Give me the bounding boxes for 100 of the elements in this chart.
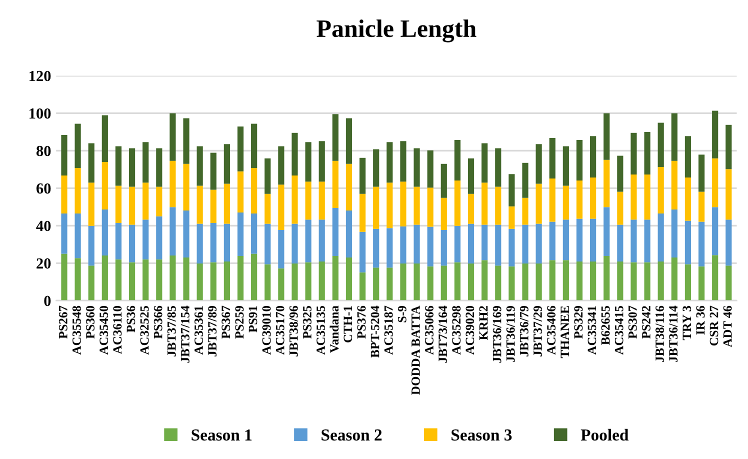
bar [440, 230, 447, 266]
x-tick-label: PS325 [303, 306, 312, 339]
bar [386, 182, 393, 228]
bar [454, 180, 461, 226]
bar [88, 182, 94, 226]
bar [712, 255, 718, 301]
y-tick-label: 60 [36, 183, 51, 194]
bar [386, 142, 393, 183]
bar [522, 162, 528, 198]
x-tick-label: ADT 46 [723, 306, 732, 348]
bar [712, 110, 718, 158]
bar [684, 136, 692, 178]
bar [549, 260, 556, 301]
bar [400, 226, 406, 264]
bar [576, 180, 583, 219]
bar [468, 194, 474, 224]
x-tick-label: B62655 [601, 306, 610, 345]
x-tick-label: PS267 [58, 306, 68, 339]
bar [427, 188, 434, 227]
bar [440, 164, 447, 198]
bar [617, 261, 624, 301]
bar [576, 218, 583, 262]
x-tick-label: AC39020 [466, 306, 474, 355]
bar [61, 213, 68, 254]
x-tick-label: AC35406 [547, 306, 556, 355]
bar [644, 220, 650, 262]
bar [630, 262, 637, 301]
bar [156, 148, 162, 187]
bar [142, 182, 149, 220]
y-tick-label: 100 [30, 108, 51, 119]
bar [454, 140, 461, 181]
bar [562, 220, 569, 260]
bar [346, 258, 352, 301]
x-tick-label: PS366 [154, 306, 162, 339]
bar [128, 262, 136, 301]
bar [183, 258, 190, 301]
bar [102, 115, 108, 162]
x-tick-label: DODDA BATTA [412, 306, 420, 395]
x-tick-label: JBT37/89 [208, 306, 217, 356]
bar [495, 266, 502, 301]
bar [508, 228, 515, 266]
bar [658, 167, 664, 214]
x-tick-label: IR 36 [696, 306, 705, 335]
bar [698, 222, 705, 266]
bar [495, 148, 502, 187]
bar [482, 260, 488, 301]
chart-title: Panicle Length [316, 20, 476, 42]
bar [630, 132, 637, 175]
bar [305, 142, 312, 182]
x-tick-label: THANEE [560, 306, 569, 358]
bar [88, 226, 94, 266]
bar [346, 210, 352, 258]
x-tick-label: AC35415 [614, 306, 624, 355]
bar [482, 143, 488, 183]
bar [128, 148, 136, 187]
bar [128, 186, 136, 225]
bar [128, 224, 136, 262]
bar [210, 190, 216, 224]
legend-label: Season 2 [322, 429, 382, 441]
x-tick-label: PS367 [222, 306, 230, 339]
x-tick-label: AC35298 [452, 306, 461, 355]
bar [726, 169, 732, 220]
bar [644, 132, 650, 175]
bar [74, 168, 81, 214]
bar [264, 158, 271, 194]
x-tick-label: PS307 [628, 306, 637, 339]
bar [536, 184, 542, 224]
bar [170, 113, 176, 161]
legend-label: Season 3 [452, 429, 512, 441]
bar [386, 228, 393, 268]
bar [224, 144, 230, 184]
bar [726, 220, 732, 266]
bar [305, 262, 312, 301]
bar [251, 254, 258, 301]
bar [604, 160, 610, 208]
bar [183, 210, 190, 258]
bar [726, 266, 732, 301]
bar [74, 213, 81, 258]
bar [237, 212, 244, 256]
bar [237, 171, 244, 213]
bar [414, 264, 420, 301]
bar [712, 207, 718, 256]
bar [604, 113, 610, 160]
y-tick-label: 40 [36, 220, 51, 232]
bar [346, 164, 352, 210]
bar [522, 198, 528, 225]
bar [671, 258, 678, 301]
bar [427, 266, 434, 301]
x-tick-label: PS36 [126, 306, 136, 332]
bar [359, 158, 366, 194]
bar [332, 256, 338, 301]
x-tick-label: CSR 27 [710, 306, 718, 346]
bar [196, 224, 203, 264]
bar [74, 124, 81, 168]
bar [278, 230, 284, 268]
bar [156, 259, 162, 301]
bar [196, 146, 203, 186]
bar [224, 224, 230, 262]
bar [671, 160, 678, 210]
y-tick-label: 0 [44, 296, 51, 306]
